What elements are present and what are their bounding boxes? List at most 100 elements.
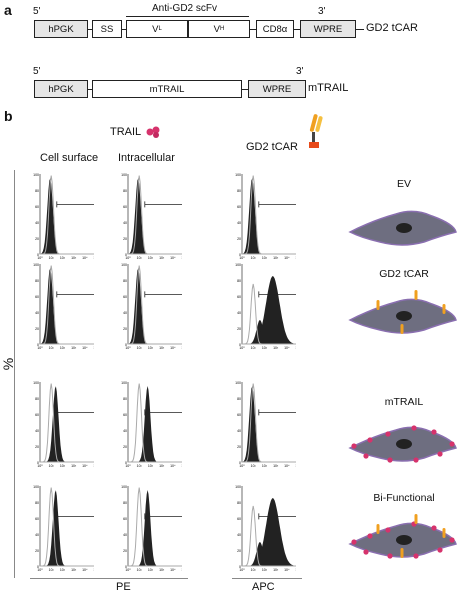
- x-tick-label: 10²: [148, 464, 154, 468]
- y-tick-label: 60: [35, 413, 39, 417]
- x-tick-label: 10⁵: [295, 346, 296, 350]
- y-tick-label: 20: [123, 549, 127, 553]
- x-tick-label: 10¹: [49, 346, 55, 350]
- y-tick-label: 100: [235, 485, 241, 489]
- trail-protein: [351, 539, 357, 545]
- trail-protein: [449, 441, 455, 447]
- x-tick-label: 10²: [262, 256, 268, 260]
- cell-nucleus: [396, 311, 412, 321]
- car-receptor: [414, 514, 418, 524]
- y-tick-label: 80: [123, 397, 127, 401]
- row-label-ev: EV: [396, 178, 411, 190]
- x-tick-label: 10⁵: [93, 346, 94, 350]
- three-prime-label: 3': [318, 6, 326, 17]
- x-tick-label: 10⁵: [93, 464, 94, 468]
- x-tick-label: 10¹: [137, 346, 143, 350]
- x-tick-label: 10³: [71, 464, 77, 468]
- cell-nucleus: [396, 535, 412, 545]
- x-tick-label: 10⁰: [37, 346, 43, 350]
- x-tick-label: 10⁰: [125, 568, 131, 572]
- car-receptor: [414, 290, 418, 300]
- five-prime-label: 5': [33, 6, 41, 17]
- gate-bar: [258, 291, 296, 298]
- x-tick-label: 10⁰: [125, 256, 131, 260]
- x-tick-label: 10³: [71, 256, 77, 260]
- x-tick-label: 10⁴: [82, 256, 88, 260]
- x-tick-label: 10¹: [137, 464, 143, 468]
- x-tick-label: 10²: [262, 568, 268, 572]
- col-header-cell-surface: Cell surface: [40, 152, 99, 164]
- x-tick-label: 10¹: [137, 568, 143, 572]
- y-tick-label: 0: [37, 253, 39, 257]
- hpgk-box: hPGK: [34, 80, 88, 98]
- control-histogram: [40, 265, 94, 345]
- x-tick-label: 10¹: [49, 464, 55, 468]
- x-tick-label: 10³: [159, 568, 165, 572]
- trail-protein: [437, 547, 443, 553]
- y-tick-label: 0: [239, 565, 241, 569]
- apc-axis-line: [232, 578, 302, 579]
- x-tick-label: 10⁰: [125, 464, 131, 468]
- y-tick-label: 40: [237, 221, 241, 225]
- y-tick-label: 60: [35, 517, 39, 521]
- x-tick-label: 10⁵: [181, 346, 182, 350]
- y-tick-label: 40: [35, 533, 39, 537]
- y-tick-label: 20: [35, 327, 39, 331]
- filled-histogram: [40, 268, 94, 344]
- x-tick-label: 10⁴: [82, 464, 88, 468]
- x-tick-label: 10¹: [49, 568, 55, 572]
- trail-protein: [387, 553, 393, 559]
- y-tick-label: 100: [235, 173, 241, 177]
- y-tick-label: 80: [237, 189, 241, 193]
- trail-header: TRAIL: [110, 126, 162, 139]
- y-tick-label: 60: [237, 413, 241, 417]
- gate-bar: [258, 513, 296, 520]
- y-tick-label: 60: [35, 295, 39, 299]
- y-tick-label: 80: [123, 279, 127, 283]
- gate-bar: [56, 409, 94, 416]
- y-axis-line: [14, 170, 15, 578]
- control-histogram: [128, 265, 182, 345]
- x-tick-label: 10²: [148, 256, 154, 260]
- x-tick-label: 10⁴: [170, 464, 176, 468]
- x-tick-label: 10¹: [251, 464, 257, 468]
- y-tick-label: 100: [33, 263, 39, 267]
- trail-protein: [363, 549, 369, 555]
- x-tick-label: 10⁰: [239, 256, 245, 260]
- x-tick-label: 10⁰: [239, 464, 245, 468]
- y-tick-label: 100: [33, 381, 39, 385]
- y-tick-label: 60: [237, 517, 241, 521]
- y-tick-label: 80: [123, 189, 127, 193]
- trail-protein: [413, 457, 419, 463]
- x-tick-label: 10¹: [251, 346, 257, 350]
- y-tick-label: 40: [123, 533, 127, 537]
- y-tick-label: 40: [35, 311, 39, 315]
- y-tick-label: 40: [237, 533, 241, 537]
- control-histogram: [242, 505, 296, 567]
- y-tick-label: 40: [123, 429, 127, 433]
- x-tick-label: 10⁰: [239, 568, 245, 572]
- y-tick-label: 80: [123, 501, 127, 505]
- trail-protein: [351, 443, 357, 449]
- x-tick-label: 10⁵: [181, 464, 182, 468]
- x-tick-label: 10⁰: [37, 256, 43, 260]
- trail-protein: [363, 453, 369, 459]
- cell-illustration-car: [348, 290, 457, 334]
- y-tick-label: 40: [35, 221, 39, 225]
- x-tick-label: 10²: [262, 464, 268, 468]
- filled-histogram: [128, 178, 182, 254]
- y-tick-label: 80: [35, 397, 39, 401]
- trail-protein: [431, 429, 437, 435]
- y-tick-label: 80: [237, 501, 241, 505]
- gate-bar: [258, 409, 296, 416]
- y-tick-label: 100: [235, 381, 241, 385]
- filled-histogram: [242, 320, 296, 344]
